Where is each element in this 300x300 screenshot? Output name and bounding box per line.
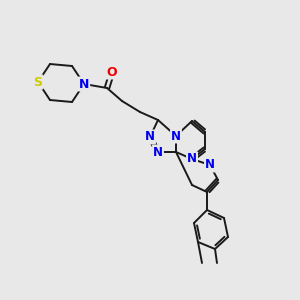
- Text: O: O: [107, 65, 117, 79]
- Text: N: N: [153, 146, 163, 158]
- Text: S: S: [34, 76, 43, 88]
- Text: N: N: [187, 152, 197, 166]
- Text: N: N: [187, 152, 197, 166]
- Text: N: N: [171, 130, 181, 142]
- Text: N: N: [79, 77, 89, 91]
- Text: N: N: [205, 158, 215, 172]
- Text: N: N: [145, 130, 155, 143]
